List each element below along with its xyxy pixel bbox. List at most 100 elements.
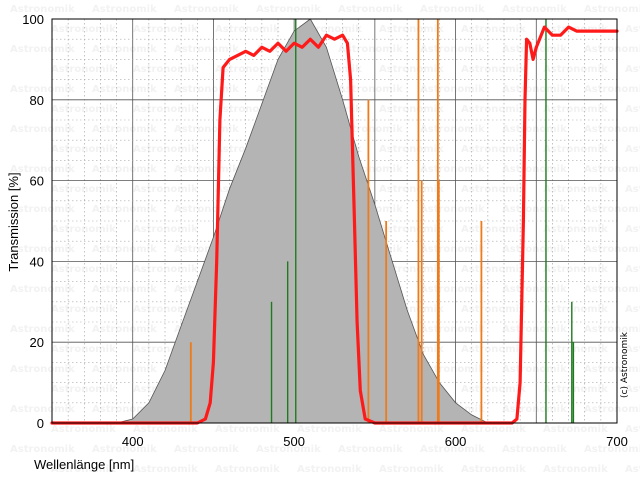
watermark-text: Astronomik xyxy=(10,364,75,375)
watermark-text: Astronomik xyxy=(51,64,116,75)
watermark-text: Astronomik xyxy=(625,64,640,75)
watermark-text: Astronomik xyxy=(133,304,198,315)
watermark-text: Astronomik xyxy=(174,244,239,255)
watermark-text: Astronomik xyxy=(625,184,640,195)
watermark-text: Astronomik xyxy=(10,164,75,175)
watermark-text: Astronomik xyxy=(92,444,157,455)
watermark-text: Astronomik xyxy=(10,124,75,135)
watermark-text: Astronomik xyxy=(584,364,640,375)
watermark-text: Astronomik xyxy=(502,164,567,175)
watermark-text: Astronomik xyxy=(584,244,640,255)
watermark-text: Astronomik xyxy=(174,44,239,55)
watermark-text: Astronomik xyxy=(338,164,403,175)
watermark-text: Astronomik xyxy=(379,304,444,315)
watermark-text: Astronomik xyxy=(625,104,640,115)
watermark-text: Astronomik xyxy=(51,384,116,395)
watermark-text: Astronomik xyxy=(133,224,198,235)
watermark-text: Astronomik xyxy=(133,464,198,475)
y-tick-label: 80 xyxy=(30,93,44,108)
x-tick-label: 700 xyxy=(606,434,628,449)
watermark-text: Astronomik xyxy=(379,264,444,275)
watermark-text: Astronomik xyxy=(92,284,157,295)
watermark-text: Astronomik xyxy=(338,444,403,455)
watermark-text: Astronomik xyxy=(92,324,157,335)
watermark-text: Astronomik xyxy=(379,64,444,75)
watermark-text: Astronomik xyxy=(502,4,567,15)
watermark-text: Astronomik xyxy=(51,144,116,155)
watermark-text: Astronomik xyxy=(543,104,608,115)
watermark-text: Astronomik xyxy=(461,384,526,395)
watermark-text: Astronomik xyxy=(625,264,640,275)
watermark-text: Astronomik xyxy=(502,324,567,335)
copyright-credit: (c) Astronomik xyxy=(620,331,630,398)
y-tick-label: 40 xyxy=(30,254,44,269)
watermark-text: Astronomik xyxy=(51,264,116,275)
x-tick-label: 500 xyxy=(283,434,305,449)
watermark-text: Astronomik xyxy=(133,64,198,75)
watermark-text: Astronomik xyxy=(543,264,608,275)
watermark-text: Astronomik xyxy=(256,444,321,455)
watermark-text: Astronomik xyxy=(174,204,239,215)
watermark-text: Astronomik xyxy=(51,304,116,315)
watermark-text: Astronomik xyxy=(420,204,485,215)
watermark-text: Astronomik xyxy=(10,444,75,455)
watermark-text: Astronomik xyxy=(10,284,75,295)
watermark-text: Astronomik xyxy=(379,24,444,35)
watermark-text: Astronomik xyxy=(133,24,198,35)
watermark-text: Astronomik xyxy=(51,344,116,355)
watermark-text: Astronomik xyxy=(10,44,75,55)
watermark-text: Astronomik xyxy=(420,324,485,335)
watermark-text: Astronomik xyxy=(625,344,640,355)
y-tick-label: 60 xyxy=(30,174,44,189)
watermark-text: Astronomik xyxy=(584,444,640,455)
watermark-text: Astronomik xyxy=(51,464,116,475)
watermark-text: Astronomik xyxy=(584,324,640,335)
watermark-text: Astronomik xyxy=(297,424,362,435)
watermark-text: Astronomik xyxy=(584,84,640,95)
watermark-text: Astronomik xyxy=(133,184,198,195)
watermark-text: Astronomik xyxy=(379,224,444,235)
watermark-text: Astronomik xyxy=(215,424,280,435)
watermark-text: Astronomik xyxy=(379,144,444,155)
watermark-text: Astronomik xyxy=(543,184,608,195)
watermark-text: Astronomik xyxy=(92,164,157,175)
watermark-text: Astronomik xyxy=(10,84,75,95)
watermark-text: Astronomik xyxy=(543,224,608,235)
watermark-text: Astronomik xyxy=(461,344,526,355)
watermark-text: Astronomik xyxy=(51,104,116,115)
watermark-text: Astronomik xyxy=(92,364,157,375)
watermark-text: Astronomik xyxy=(502,444,567,455)
watermark-text: Astronomik xyxy=(133,344,198,355)
watermark-text: Astronomik xyxy=(502,84,567,95)
plot-frame xyxy=(51,18,618,424)
watermark-text: Astronomik xyxy=(543,464,608,475)
watermark-text: Astronomik xyxy=(420,444,485,455)
watermark-text: Astronomik xyxy=(461,144,526,155)
x-axis-label: Wellenlänge [nm] xyxy=(34,457,134,472)
watermark-text: Astronomik xyxy=(502,124,567,135)
watermark-text: Astronomik xyxy=(584,164,640,175)
y-tick-label: 0 xyxy=(37,416,44,431)
watermark-text: Astronomik xyxy=(10,4,75,15)
watermark-text: Astronomik xyxy=(174,124,239,135)
filter-curve-layer xyxy=(50,25,619,425)
watermark-text: Astronomik xyxy=(625,424,640,435)
watermark-text: Astronomik xyxy=(584,204,640,215)
watermark-text: Astronomik xyxy=(502,244,567,255)
y-tick-label: 20 xyxy=(30,335,44,350)
watermark-text: Astronomik xyxy=(92,204,157,215)
watermark-text: Astronomik xyxy=(461,464,526,475)
watermark-text: Astronomik xyxy=(625,304,640,315)
watermark-text: Astronomik xyxy=(133,264,198,275)
watermark-text: Astronomik xyxy=(215,464,280,475)
watermark-text: Astronomik xyxy=(461,264,526,275)
spectral-lines-layer xyxy=(189,19,575,423)
watermark-text: Astronomik xyxy=(461,424,526,435)
watermark-text: Astronomik xyxy=(502,204,567,215)
watermark-text: Astronomik xyxy=(625,224,640,235)
watermark-text: Astronomik xyxy=(543,344,608,355)
x-tick-label: 600 xyxy=(445,434,467,449)
watermark-text: Astronomik xyxy=(297,464,362,475)
watermark-text: Astronomik xyxy=(92,44,157,55)
